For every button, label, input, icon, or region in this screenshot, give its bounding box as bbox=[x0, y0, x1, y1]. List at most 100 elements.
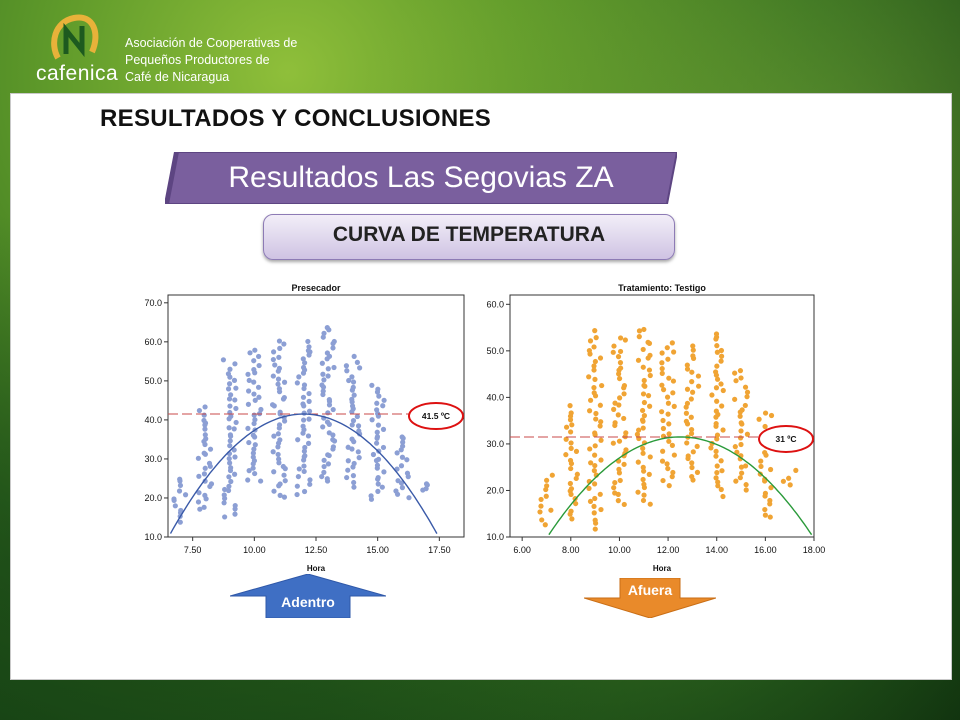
data-point bbox=[245, 401, 252, 407]
data-point bbox=[350, 473, 357, 479]
data-point bbox=[301, 463, 307, 469]
banner-title: Resultados Las Segovias ZA bbox=[165, 152, 677, 204]
data-point bbox=[171, 496, 177, 502]
data-point bbox=[343, 363, 350, 369]
data-point bbox=[635, 459, 641, 465]
data-point bbox=[611, 343, 617, 349]
data-point bbox=[738, 441, 744, 448]
data-point bbox=[685, 453, 691, 459]
data-point bbox=[201, 417, 207, 424]
data-point bbox=[544, 477, 550, 483]
data-point bbox=[275, 376, 282, 382]
data-point bbox=[294, 380, 300, 386]
data-point bbox=[573, 475, 579, 482]
data-point bbox=[250, 454, 256, 460]
data-point bbox=[574, 471, 580, 477]
data-point bbox=[226, 381, 233, 387]
data-point bbox=[300, 356, 306, 362]
data-point bbox=[756, 416, 762, 422]
data-point bbox=[587, 397, 594, 403]
data-point bbox=[611, 485, 617, 491]
data-point bbox=[202, 432, 208, 438]
data-point bbox=[573, 448, 580, 454]
data-point bbox=[276, 354, 282, 360]
data-point bbox=[640, 391, 647, 397]
data-point bbox=[307, 477, 313, 483]
data-point bbox=[690, 389, 696, 395]
data-point bbox=[714, 436, 720, 442]
data-point bbox=[320, 424, 326, 430]
data-point bbox=[669, 442, 675, 448]
data-point bbox=[647, 403, 653, 409]
data-point bbox=[612, 480, 618, 486]
data-point bbox=[684, 386, 691, 392]
data-point bbox=[641, 492, 647, 498]
data-point bbox=[398, 463, 405, 469]
data-point bbox=[227, 403, 233, 409]
data-point bbox=[739, 407, 745, 413]
data-point bbox=[573, 500, 579, 507]
y-tick-label: 70.0 bbox=[144, 298, 162, 308]
data-point bbox=[301, 417, 307, 423]
data-point bbox=[669, 474, 675, 480]
data-point bbox=[206, 460, 213, 466]
data-point bbox=[641, 382, 647, 389]
data-point bbox=[305, 338, 311, 345]
data-point bbox=[250, 432, 256, 438]
data-point bbox=[636, 334, 642, 340]
data-point bbox=[713, 331, 720, 337]
data-point bbox=[345, 458, 351, 464]
data-point bbox=[305, 440, 312, 446]
data-point bbox=[615, 354, 622, 360]
data-point bbox=[671, 349, 677, 355]
data-point bbox=[592, 495, 598, 502]
data-point bbox=[355, 449, 361, 455]
data-point bbox=[326, 397, 332, 403]
data-point bbox=[720, 427, 726, 433]
data-point bbox=[597, 423, 603, 429]
data-point bbox=[232, 361, 238, 367]
data-point bbox=[271, 469, 277, 475]
data-point bbox=[664, 394, 671, 400]
data-point bbox=[232, 397, 238, 403]
arrow-afuera-shape bbox=[584, 578, 716, 618]
data-point bbox=[732, 396, 738, 402]
data-point bbox=[719, 468, 725, 474]
data-point bbox=[202, 478, 208, 484]
data-point bbox=[599, 382, 605, 389]
data-point bbox=[762, 423, 768, 430]
data-point bbox=[355, 423, 362, 429]
data-point bbox=[720, 493, 726, 500]
data-point bbox=[227, 432, 234, 438]
data-point bbox=[665, 356, 671, 362]
data-point bbox=[301, 488, 308, 495]
data-point bbox=[269, 402, 276, 408]
x-axis-label: Hora bbox=[653, 564, 672, 573]
data-point bbox=[330, 437, 336, 443]
x-tick-label: 14.00 bbox=[705, 545, 728, 555]
data-point bbox=[251, 391, 257, 397]
x-tick-label: 18.00 bbox=[803, 545, 826, 555]
data-point bbox=[172, 503, 178, 509]
data-point bbox=[251, 358, 257, 364]
data-point bbox=[592, 452, 598, 458]
data-point bbox=[592, 328, 598, 334]
data-point bbox=[617, 348, 624, 355]
data-point bbox=[393, 488, 399, 494]
data-point bbox=[300, 423, 306, 429]
data-point bbox=[245, 371, 251, 377]
data-point bbox=[569, 516, 575, 522]
data-point bbox=[374, 434, 381, 440]
data-point bbox=[251, 366, 257, 373]
data-point bbox=[178, 507, 184, 514]
data-point bbox=[762, 410, 769, 416]
data-point bbox=[635, 489, 641, 495]
data-point bbox=[610, 440, 616, 446]
y-tick-label: 40.0 bbox=[486, 392, 504, 402]
data-point bbox=[612, 400, 618, 406]
data-point bbox=[344, 368, 350, 374]
x-tick-label: 17.50 bbox=[428, 545, 451, 555]
data-point bbox=[708, 445, 714, 451]
data-point bbox=[623, 447, 629, 453]
data-point bbox=[567, 480, 573, 487]
